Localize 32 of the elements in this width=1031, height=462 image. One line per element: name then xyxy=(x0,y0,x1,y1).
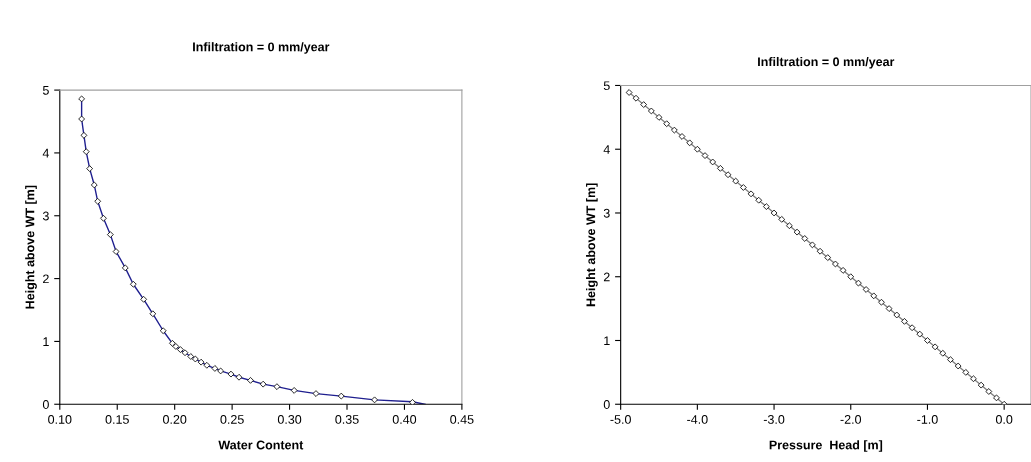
x-tick-label: -1.0 xyxy=(917,415,938,424)
y-axis-title: Height above WT [m] xyxy=(586,183,598,307)
x-tick-label: 0.35 xyxy=(335,415,359,424)
x-tick-label: -2.0 xyxy=(840,415,862,424)
x-tick-label: -5.0 xyxy=(610,415,631,424)
x-tick-label: 0.40 xyxy=(392,415,417,424)
y-tick-label: 5 xyxy=(603,81,610,91)
x-tick-label: 0.45 xyxy=(450,415,474,424)
x-tick-label: -4.0 xyxy=(687,415,708,424)
x-tick-label: 0.20 xyxy=(163,415,187,424)
x-tick-label: 0.30 xyxy=(277,415,302,424)
y-tick-label: 2 xyxy=(43,274,49,284)
y-tick-label: 3 xyxy=(42,211,49,221)
chart-title: Infiltration = 0 mm/year xyxy=(758,56,895,69)
x-tick-label: 0.0 xyxy=(995,415,1013,424)
y-tick-label: 4 xyxy=(42,148,50,158)
x-tick-label: 0.25 xyxy=(220,415,244,424)
chart-title: Infiltration = 0 mm/year xyxy=(193,42,330,54)
y-tick-label: 1 xyxy=(43,337,49,346)
y-tick-label: 0 xyxy=(603,400,610,409)
y-axis-title: Height above WT [m] xyxy=(25,185,37,309)
y-tick-label: 4 xyxy=(603,145,610,154)
y-tick-label: 5 xyxy=(42,86,49,95)
x-axis-title: Water Content xyxy=(218,440,304,450)
x-tick-label: -3.0 xyxy=(763,415,785,424)
y-tick-label: 2 xyxy=(603,272,610,282)
y-tick-label: 3 xyxy=(603,208,610,218)
x-axis-title: Pressure Head [m] xyxy=(769,440,883,452)
y-tick-label: 0 xyxy=(42,400,49,409)
y-tick-label: 1 xyxy=(604,336,610,346)
x-tick-label: 0.15 xyxy=(105,415,129,424)
x-tick-label: 0.10 xyxy=(48,415,72,424)
